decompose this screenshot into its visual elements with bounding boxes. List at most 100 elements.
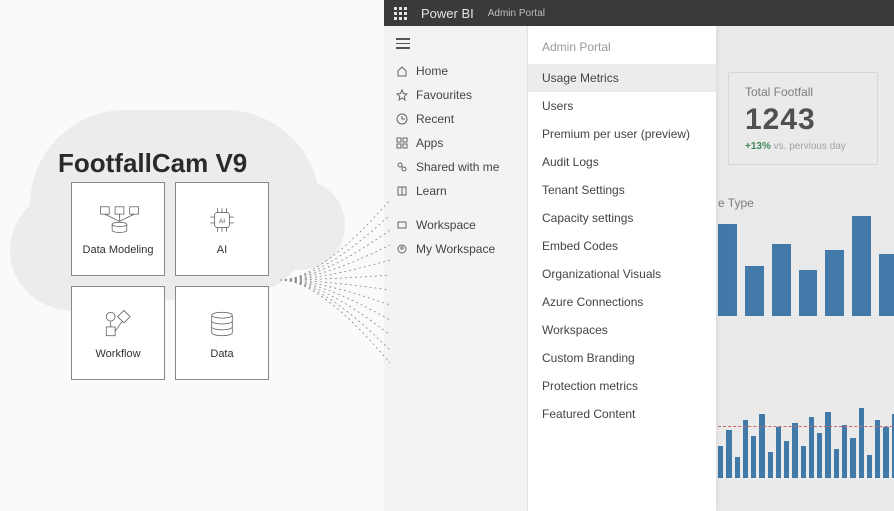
- admin-item-capacity-settings[interactable]: Capacity settings: [528, 204, 716, 232]
- nav-label: Apps: [416, 136, 443, 150]
- bar: [735, 457, 740, 478]
- tile-label: Workflow: [95, 348, 140, 360]
- tile-ai[interactable]: AI AI: [175, 182, 269, 276]
- admin-item-tenant-settings[interactable]: Tenant Settings: [528, 176, 716, 204]
- admin-item-custom-branding[interactable]: Custom Branding: [528, 344, 716, 372]
- kpi-card: Total Footfall 1243 +13% vs. pervious da…: [728, 72, 878, 165]
- bar: [875, 420, 880, 478]
- powerbi-content: Total Footfall 1243 +13% vs. pervious da…: [384, 26, 894, 511]
- admin-item-users[interactable]: Users: [528, 92, 716, 120]
- sidebar-item-shared-with-me[interactable]: Shared with me: [384, 155, 527, 179]
- bar: [784, 441, 789, 478]
- nav-label: Recent: [416, 112, 454, 126]
- bar: [792, 423, 797, 478]
- data-modeling-icon: [96, 202, 140, 238]
- bar: [772, 244, 791, 316]
- admin-item-embed-codes[interactable]: Embed Codes: [528, 232, 716, 260]
- bar: [718, 446, 723, 478]
- bar: [759, 414, 764, 478]
- bar: [867, 455, 872, 478]
- kpi-delta: +13% vs. pervious day: [745, 141, 861, 152]
- sidebar-item-my-workspace[interactable]: My Workspace: [384, 237, 527, 261]
- breadcrumb: Admin Portal: [488, 8, 545, 19]
- bar: [745, 266, 764, 316]
- admin-item-usage-metrics[interactable]: Usage Metrics: [528, 64, 716, 92]
- bar: [809, 417, 814, 479]
- bar: [879, 254, 894, 316]
- powerbi-window: Power BI Admin Portal Total Footfall 124…: [384, 0, 894, 511]
- nav-label: Learn: [416, 184, 447, 198]
- tile-data[interactable]: Data: [175, 286, 269, 380]
- kpi-delta-pct: +13%: [745, 141, 771, 152]
- bar: [842, 425, 847, 478]
- kpi-delta-label: vs. pervious day: [774, 141, 846, 152]
- bar: [825, 412, 830, 478]
- bar: [859, 408, 864, 478]
- sidebar-item-apps[interactable]: Apps: [384, 131, 527, 155]
- kpi-value: 1243: [745, 103, 861, 137]
- admin-item-protection-metrics[interactable]: Protection metrics: [528, 372, 716, 400]
- sidebar-item-recent[interactable]: Recent: [384, 107, 527, 131]
- kpi-title: Total Footfall: [745, 85, 861, 99]
- nav-label: Home: [416, 64, 448, 78]
- tile-workflow[interactable]: Workflow: [71, 286, 165, 380]
- chart1-bars: [718, 216, 894, 316]
- powerbi-sidebar: Home Favourites Recent Apps Shared with me Le…: [384, 26, 528, 511]
- nav-icon: [396, 219, 408, 231]
- bar: [726, 430, 731, 478]
- bar: [799, 270, 818, 316]
- bar: [817, 433, 822, 478]
- admin-item-audit-logs[interactable]: Audit Logs: [528, 148, 716, 176]
- nav-icon: [396, 65, 408, 77]
- database-icon: [200, 306, 244, 342]
- nav-label: Workspace: [416, 218, 476, 232]
- admin-item-premium-per-user-preview-[interactable]: Premium per user (preview): [528, 120, 716, 148]
- admin-item-workspaces[interactable]: Workspaces: [528, 316, 716, 344]
- nav-label: Shared with me: [416, 160, 499, 174]
- powerbi-topbar: Power BI Admin Portal: [384, 0, 894, 26]
- footfallcam-tiles: Data Modeling AI AI Workflow: [71, 182, 269, 380]
- sidebar-item-favourites[interactable]: Favourites: [384, 83, 527, 107]
- bar: [852, 216, 871, 316]
- hamburger-icon[interactable]: [396, 38, 410, 49]
- tile-label: AI: [217, 244, 227, 256]
- chart2-bars: [718, 408, 894, 478]
- nav-icon: [396, 243, 408, 255]
- tile-data-modeling[interactable]: Data Modeling: [71, 182, 165, 276]
- sidebar-item-home[interactable]: Home: [384, 59, 527, 83]
- bar: [801, 446, 806, 478]
- powerbi-brand: Power BI: [421, 6, 474, 21]
- workflow-icon: [96, 306, 140, 342]
- bar: [850, 438, 855, 478]
- chart1-title: e Type: [718, 196, 894, 210]
- bar: [883, 427, 888, 478]
- nav-icon: [396, 185, 408, 197]
- bar: [751, 436, 756, 478]
- bar: [743, 420, 748, 478]
- admin-portal-panel: Admin Portal Usage MetricsUsersPremium p…: [528, 26, 716, 511]
- nav-label: My Workspace: [416, 242, 495, 256]
- sidebar-item-workspace[interactable]: Workspace: [384, 213, 527, 237]
- bar: [768, 452, 773, 479]
- connector-lines: [280, 195, 390, 365]
- bar: [825, 250, 844, 316]
- nav-icon: [396, 113, 408, 125]
- footfallcam-title: FootfallCam V9: [58, 148, 247, 179]
- admin-item-featured-content[interactable]: Featured Content: [528, 400, 716, 428]
- tile-label: Data: [210, 348, 233, 360]
- bar: [718, 224, 737, 316]
- chart-type: e Type: [718, 196, 894, 316]
- nav-icon: [396, 137, 408, 149]
- admin-item-azure-connections[interactable]: Azure Connections: [528, 288, 716, 316]
- tile-label: Data Modeling: [83, 244, 154, 256]
- admin-item-organizational-visuals[interactable]: Organizational Visuals: [528, 260, 716, 288]
- nav-label: Favourites: [416, 88, 472, 102]
- nav-icon: [396, 89, 408, 101]
- ai-icon: AI: [200, 202, 244, 238]
- app-launcher-icon[interactable]: [394, 7, 407, 20]
- bar: [834, 449, 839, 478]
- admin-panel-title: Admin Portal: [528, 26, 716, 64]
- chart-mini: [718, 408, 894, 478]
- sidebar-item-learn[interactable]: Learn: [384, 179, 527, 203]
- threshold-line: [718, 426, 894, 427]
